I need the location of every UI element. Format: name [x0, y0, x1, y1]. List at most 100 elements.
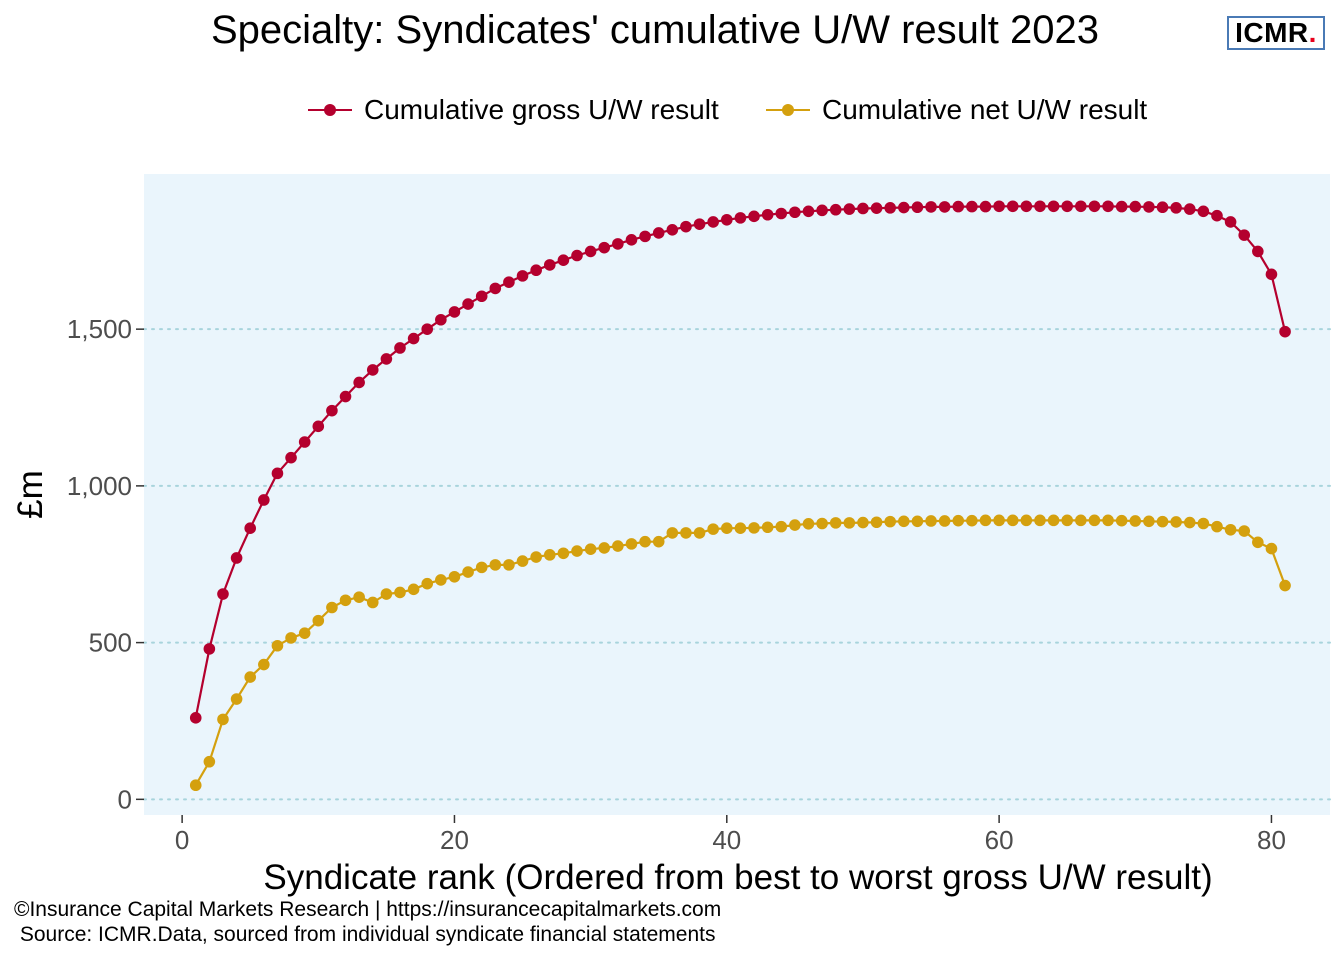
data-point-gross	[448, 306, 461, 318]
data-point-gross	[203, 643, 216, 655]
data-point-net	[1211, 520, 1223, 533]
data-point-net	[680, 527, 692, 539]
data-point-gross	[258, 494, 270, 506]
x-tick-label: 60	[985, 825, 1014, 855]
data-point-gross	[748, 210, 760, 223]
data-point-gross	[353, 376, 365, 389]
data-point-net	[557, 547, 570, 560]
data-point-gross	[680, 220, 692, 233]
data-point-net	[1265, 542, 1278, 555]
data-point-net	[1075, 514, 1087, 527]
data-point-net	[339, 594, 352, 607]
data-point-gross	[707, 216, 719, 228]
data-point-net	[952, 514, 965, 527]
data-point-gross	[1006, 200, 1019, 213]
data-point-net	[1170, 516, 1182, 528]
data-point-gross	[1020, 200, 1033, 213]
chart-title: Specialty: Syndicates' cumulative U/W re…	[210, 8, 1100, 52]
data-point-net	[843, 517, 856, 529]
data-point-gross	[625, 234, 638, 246]
data-point-net	[584, 543, 597, 555]
data-point-net	[1006, 514, 1019, 527]
data-point-net	[435, 574, 447, 586]
data-point-net	[353, 591, 365, 603]
data-point-gross	[462, 298, 474, 310]
x-tick-label: 20	[440, 825, 469, 855]
data-point-net	[1279, 579, 1291, 592]
data-point-gross	[829, 203, 842, 216]
data-point-gross	[1075, 200, 1087, 213]
data-point-gross	[979, 200, 992, 213]
data-point-gross	[543, 259, 556, 271]
data-point-net	[516, 555, 529, 567]
y-tick-label: 0	[118, 784, 132, 814]
data-point-gross	[1238, 229, 1251, 241]
data-point-gross	[1102, 200, 1114, 213]
data-point-gross	[571, 249, 583, 262]
data-point-net	[394, 586, 406, 599]
data-point-gross	[312, 420, 325, 433]
data-point-net	[748, 522, 760, 534]
data-point-net	[925, 515, 937, 527]
data-point-net	[475, 561, 488, 574]
y-tick-label: 1,000	[67, 471, 132, 501]
data-point-gross	[802, 205, 815, 218]
data-point-gross	[1197, 205, 1210, 218]
data-point-gross	[394, 342, 406, 354]
data-point-gross	[666, 223, 679, 236]
data-point-gross	[1170, 202, 1182, 214]
data-point-net	[666, 527, 679, 539]
data-point-net	[1047, 514, 1060, 527]
data-point-net	[258, 658, 270, 671]
data-point-net	[448, 570, 461, 583]
data-point-net	[1156, 515, 1169, 528]
data-point-gross	[1156, 201, 1169, 214]
data-point-gross	[489, 282, 502, 295]
plot-panel	[144, 174, 1330, 815]
data-point-gross	[925, 201, 937, 213]
x-tick-label: 0	[175, 825, 189, 855]
y-tick-label: 1,500	[67, 314, 132, 344]
data-point-gross	[339, 390, 352, 403]
data-point-net	[244, 671, 257, 683]
data-point-net	[285, 632, 297, 644]
legend-label-net: Cumulative net U/W result	[822, 94, 1148, 125]
data-point-gross	[789, 206, 801, 219]
data-point-gross	[326, 404, 338, 417]
data-point-net	[380, 588, 393, 600]
data-point-net	[966, 514, 978, 527]
data-point-net	[707, 523, 719, 535]
data-point-gross	[598, 241, 611, 254]
data-point-gross	[1115, 200, 1128, 213]
data-point-net	[639, 535, 651, 548]
footer-copyright: ©Insurance Capital Markets Research | ht…	[14, 898, 722, 921]
data-point-net	[1088, 514, 1101, 527]
data-point-gross	[503, 276, 515, 288]
data-point-gross	[1224, 216, 1237, 228]
data-point-gross	[1143, 201, 1155, 213]
data-point-net	[543, 549, 556, 561]
legend-key-net	[766, 92, 810, 128]
data-point-gross	[421, 323, 434, 335]
data-point-net	[898, 515, 910, 528]
data-point-net	[462, 566, 474, 578]
data-point-gross	[435, 313, 447, 326]
data-point-net	[693, 527, 706, 539]
data-point-gross	[761, 208, 774, 221]
data-point-gross	[884, 202, 896, 214]
data-point-gross	[1034, 200, 1046, 213]
data-point-gross	[217, 588, 229, 600]
data-point-gross	[693, 218, 706, 230]
data-point-net	[911, 515, 924, 528]
data-point-net	[312, 614, 325, 627]
legend-key-gross	[308, 92, 352, 128]
data-point-net	[1061, 514, 1074, 527]
data-point-net	[816, 517, 828, 530]
data-point-net	[1238, 525, 1251, 537]
data-point-gross	[911, 201, 924, 214]
data-point-net	[652, 535, 665, 548]
legend-item-net: Cumulative net U/W result	[766, 92, 1147, 128]
data-point-gross	[639, 230, 651, 243]
data-point-net	[857, 516, 869, 529]
data-point-net	[734, 522, 747, 534]
